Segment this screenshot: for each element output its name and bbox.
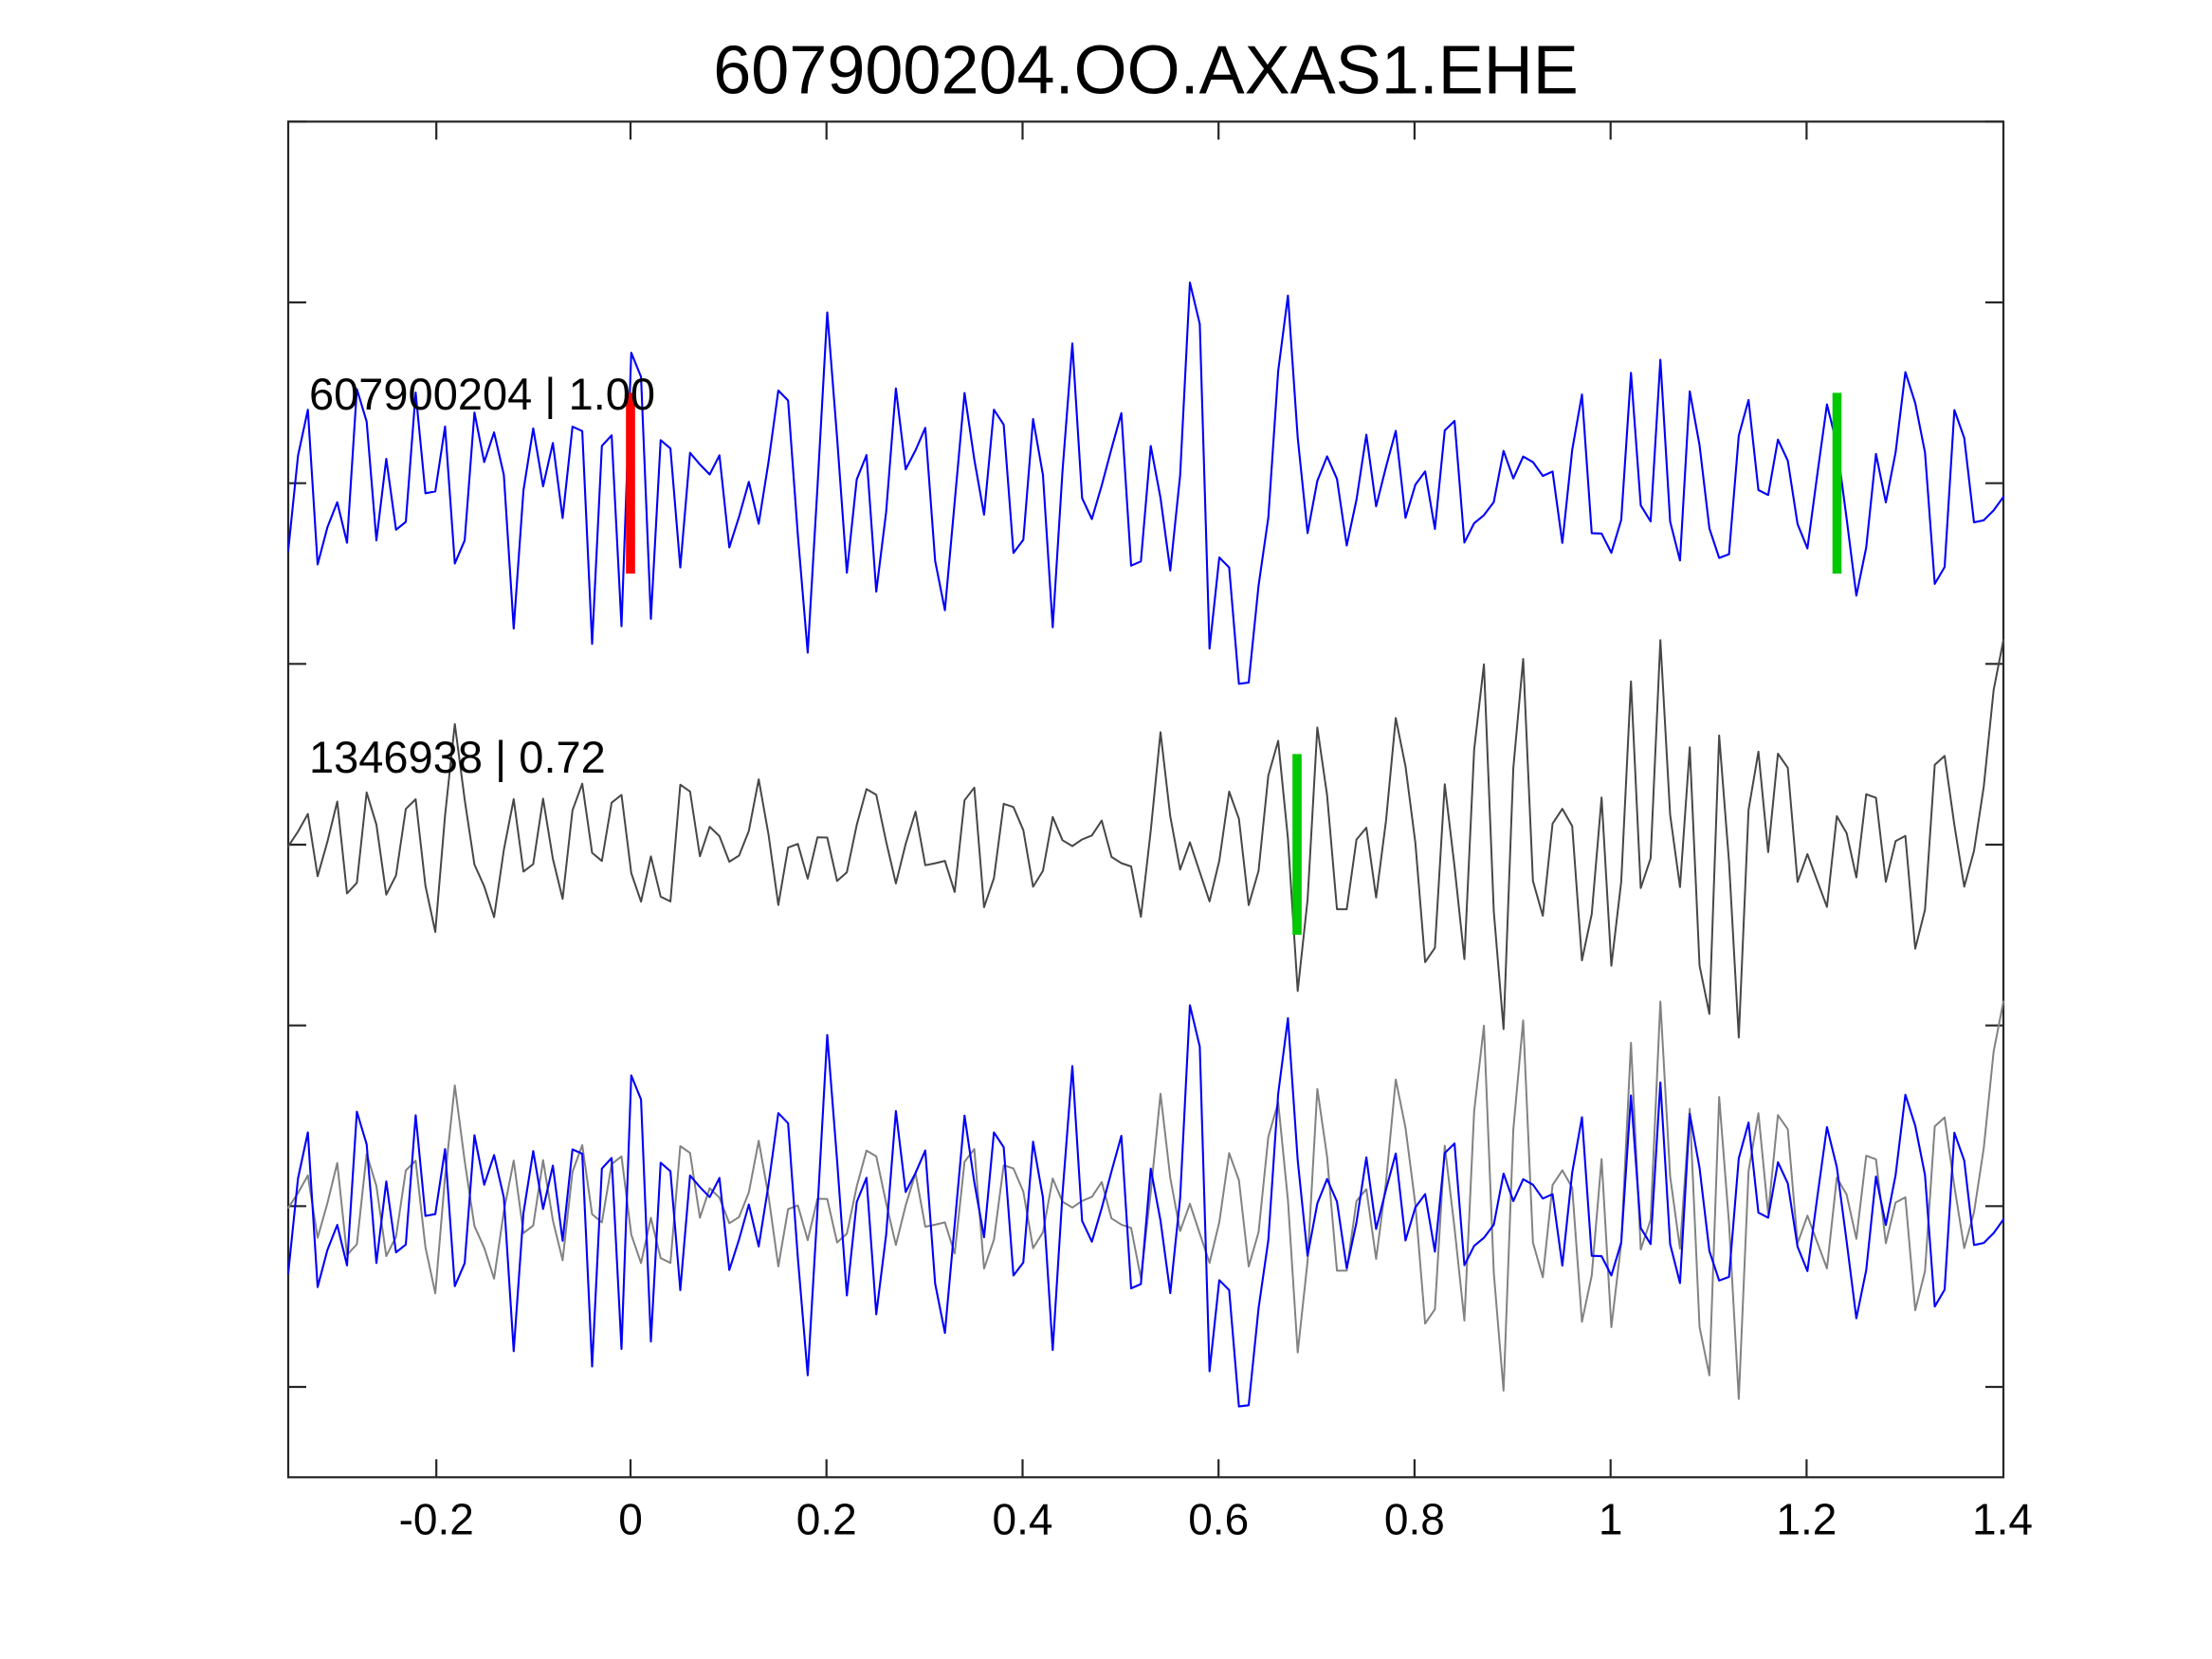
svg-text:-0.2: -0.2 xyxy=(399,1495,474,1544)
svg-text:0.2: 0.2 xyxy=(796,1495,857,1544)
svg-text:607900204 | 1.00: 607900204 | 1.00 xyxy=(309,369,655,419)
svg-text:0.6: 0.6 xyxy=(1188,1495,1249,1544)
svg-text:607900204.OO.AXAS1.EHE: 607900204.OO.AXAS1.EHE xyxy=(713,33,1579,109)
svg-text:1346938 | 0.72: 1346938 | 0.72 xyxy=(309,732,606,782)
svg-text:0: 0 xyxy=(618,1495,643,1544)
svg-text:0.4: 0.4 xyxy=(993,1495,1053,1544)
svg-text:0.8: 0.8 xyxy=(1384,1495,1445,1544)
svg-text:1.4: 1.4 xyxy=(1972,1495,2033,1544)
svg-text:1: 1 xyxy=(1599,1495,1623,1544)
svg-text:1.2: 1.2 xyxy=(1776,1495,1837,1544)
